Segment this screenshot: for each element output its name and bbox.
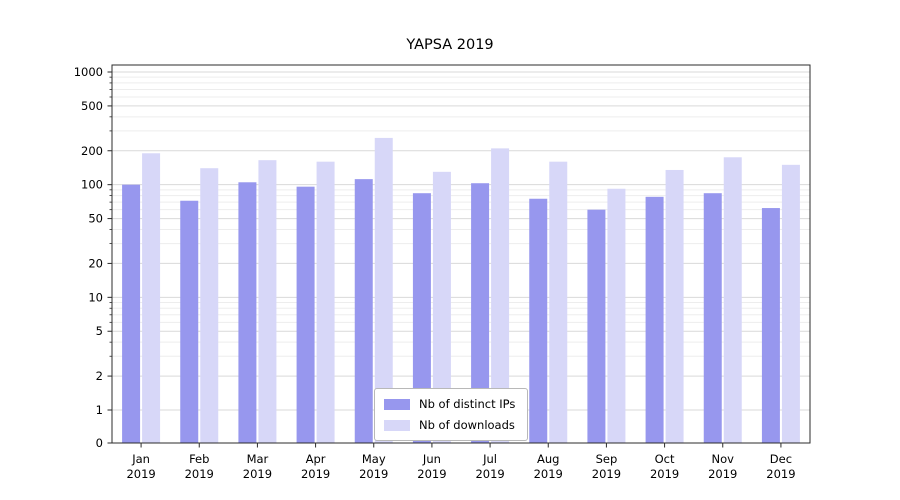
y-tick-label: 5 bbox=[96, 324, 103, 338]
chart-title: YAPSA 2019 bbox=[406, 37, 494, 53]
bar-distinct-ips-jan bbox=[122, 184, 141, 443]
y-tick-label: 10 bbox=[88, 290, 103, 304]
bar-distinct-ips-mar bbox=[238, 182, 257, 443]
bar-distinct-ips-may bbox=[354, 179, 373, 443]
x-tick-label-dec: Dec 2019 bbox=[766, 452, 795, 481]
chart-legend: Nb of distinct IPs Nb of downloads bbox=[374, 388, 529, 441]
bar-downloads-dec bbox=[781, 164, 800, 443]
x-tick-label-mar: Mar 2019 bbox=[243, 452, 272, 481]
bar-downloads-mar bbox=[258, 160, 277, 443]
x-tick-label-sep: Sep 2019 bbox=[592, 452, 621, 481]
y-tick-label: 20 bbox=[88, 256, 103, 270]
bar-downloads-may bbox=[374, 137, 393, 443]
y-tick-label: 1000 bbox=[74, 65, 103, 79]
bar-distinct-ips-nov bbox=[703, 193, 722, 443]
plot-border bbox=[111, 64, 811, 444]
bar-downloads-nov bbox=[723, 157, 742, 444]
bar-downloads-feb bbox=[200, 168, 219, 443]
x-tick-label-jan: Jan 2019 bbox=[126, 452, 155, 481]
x-tick-label-jul: Jul 2019 bbox=[475, 452, 504, 481]
y-tick-label: 50 bbox=[88, 212, 103, 226]
y-tick-label: 2 bbox=[96, 369, 103, 383]
x-tick-label-oct: Oct 2019 bbox=[650, 452, 679, 481]
y-tick-label: 0 bbox=[96, 436, 103, 450]
bar-distinct-ips-jun bbox=[412, 193, 431, 443]
x-tick-label-jun: Jun 2019 bbox=[417, 452, 446, 481]
bar-downloads-jun bbox=[432, 171, 451, 444]
x-tick-label-may: May 2019 bbox=[359, 452, 388, 481]
bar-distinct-ips-oct bbox=[645, 196, 664, 443]
legend-item-downloads: Nb of downloads bbox=[384, 418, 515, 432]
legend-label-distinct-ips: Nb of distinct IPs bbox=[419, 397, 516, 411]
bar-distinct-ips-sep bbox=[587, 209, 606, 443]
legend-item-distinct-ips: Nb of distinct IPs bbox=[384, 397, 515, 411]
bar-downloads-apr bbox=[316, 161, 335, 444]
x-tick-label-aug: Aug 2019 bbox=[534, 452, 563, 481]
legend-swatch-downloads-icon bbox=[384, 419, 410, 431]
bar-distinct-ips-apr bbox=[296, 186, 315, 443]
bar-downloads-jan bbox=[142, 153, 161, 443]
bar-downloads-sep bbox=[607, 188, 626, 443]
bar-downloads-aug bbox=[549, 161, 568, 444]
x-tick-label-apr: Apr 2019 bbox=[301, 452, 330, 481]
legend-label-downloads: Nb of downloads bbox=[419, 418, 515, 432]
legend-swatch-ips-icon bbox=[384, 398, 410, 410]
bar-downloads-oct bbox=[665, 169, 684, 443]
y-tick-label: 500 bbox=[81, 99, 103, 113]
bar-distinct-ips-aug bbox=[529, 198, 548, 443]
y-tick-label: 1 bbox=[96, 403, 103, 417]
y-tick-label: 200 bbox=[81, 144, 103, 158]
x-tick-label-nov: Nov 2019 bbox=[708, 452, 737, 481]
x-tick-label-feb: Feb 2019 bbox=[185, 452, 214, 481]
bar-downloads-jul bbox=[491, 148, 510, 444]
bar-distinct-ips-dec bbox=[761, 208, 780, 443]
bar-distinct-ips-feb bbox=[180, 200, 199, 443]
y-tick-label: 100 bbox=[81, 178, 103, 192]
bar-distinct-ips-jul bbox=[471, 183, 490, 443]
